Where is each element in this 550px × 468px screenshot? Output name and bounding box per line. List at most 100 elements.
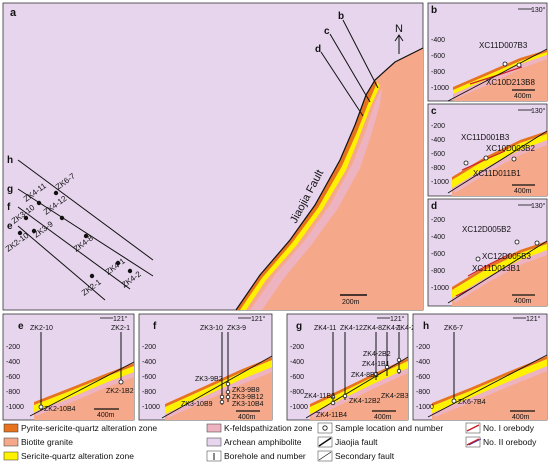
section-g-azimuth: 121° — [390, 315, 405, 323]
borehole-dot — [23, 215, 29, 221]
depth-tick: -600 — [290, 374, 304, 381]
legend-label: Jiaojia fault — [335, 437, 378, 447]
legend-label: Secondary fault — [335, 451, 395, 461]
section-label-b: b — [338, 11, 344, 22]
scale-label: 200m — [342, 299, 360, 306]
borehole-label: ZK4-12 — [340, 325, 363, 332]
section-c-azimuth: 130° — [531, 107, 546, 115]
depth-tick: -400 — [431, 137, 445, 144]
borehole-dot — [83, 233, 89, 239]
borehole-label: ZK4-8 — [363, 325, 382, 332]
secondary-fault-icon — [318, 451, 332, 461]
legend-label: K-feldspathization zone — [224, 423, 313, 433]
depth-tick: -400 — [431, 234, 445, 241]
section-h-azimuth: 121° — [526, 315, 541, 323]
section-e-kfeld — [34, 372, 134, 416]
section-b-azimuth: 130° — [531, 6, 546, 14]
depth-tick: -600 — [431, 53, 445, 60]
sample-label: ZK4-2B2 — [363, 351, 391, 358]
section-d-label: d — [431, 201, 437, 212]
section-e-label: e — [18, 321, 24, 332]
depth-tick: -200 — [6, 344, 20, 351]
borehole-label: ZK4-11 — [314, 325, 337, 332]
legend: Pyrite-sericite-quartz alteration zone K… — [3, 422, 537, 462]
sample-label: ZK3-9B12 — [232, 394, 264, 401]
section-c-sericite — [452, 134, 547, 188]
borehole-label: ZK6-7 — [444, 325, 463, 332]
sample-marker — [483, 155, 489, 161]
borehole-dot — [89, 273, 95, 279]
borehole-label: ZK4-2 — [396, 325, 415, 332]
section-g-label: g — [296, 321, 302, 332]
sample-marker — [225, 381, 231, 387]
section-b-fault — [447, 48, 548, 102]
borehole-dot — [36, 200, 42, 206]
section-d-azimuth: 130° — [531, 202, 546, 210]
sample-label: XC11D013B1 — [472, 264, 521, 273]
depth-tick: -400 — [6, 359, 20, 366]
sample-marker — [384, 364, 390, 370]
section-c-granite — [452, 140, 547, 196]
sample-marker — [219, 394, 225, 400]
depth-tick: -1000 — [290, 404, 308, 411]
section-label-c: c — [324, 26, 330, 37]
section-b-scale: 400m — [514, 93, 532, 100]
sample-label: ZK4-2B3 — [381, 393, 409, 400]
legend-label: Biotite granite — [21, 437, 73, 447]
borehole-dot — [17, 230, 23, 236]
sample-marker — [330, 394, 336, 400]
section-d-orebody-1 — [467, 253, 511, 277]
section-e: e 121° ZK2-10 ZK2-1 -200 -400 -600 -800 … — [2, 313, 135, 421]
sample-marker — [463, 160, 469, 166]
sample-label: ZK4-12B2 — [349, 398, 381, 405]
section-h: h 121° ZK6-7 -200 -400 -600 -800 -1000 Z… — [412, 313, 548, 421]
section-line-c — [329, 33, 371, 103]
section-h-scale: 400m — [512, 414, 530, 421]
section-c-kfeld — [452, 140, 547, 193]
sample-marker — [342, 393, 348, 399]
section-d-granite — [452, 250, 547, 306]
section-f-label: f — [153, 321, 157, 332]
section-line-h — [17, 159, 154, 261]
sample-marker — [396, 357, 402, 363]
borehole-dot — [53, 190, 59, 196]
section-c-fault — [447, 130, 548, 194]
section-d-kfeld — [452, 250, 547, 303]
borehole-label: ZK3-10 — [200, 325, 223, 332]
depth-tick: -400 — [290, 359, 304, 366]
depth-tick: -600 — [416, 374, 430, 381]
borehole-dot — [59, 215, 65, 221]
orebody-line-icon — [468, 438, 482, 446]
depth-tick: -600 — [142, 374, 156, 381]
section-b-sericite — [453, 52, 547, 94]
depth-tick: -800 — [6, 389, 20, 396]
section-c-scale: 400m — [514, 188, 532, 195]
sample-marker — [38, 404, 44, 410]
section-f: f 121° ZK3-10 ZK3-9 -200 -400 -600 -800 … — [138, 313, 273, 421]
section-g-kfeld — [310, 368, 408, 418]
north-arrow: N — [394, 23, 404, 54]
main-scale-bar: 200m — [340, 294, 367, 306]
sample-label: ZK3-10B9 — [181, 401, 213, 408]
legend-swatch-sericite — [3, 451, 19, 461]
legend-label: Borehole and number — [224, 451, 306, 461]
sample-marker — [225, 389, 231, 395]
sample-label: XC10D003B2 — [486, 144, 535, 153]
borehole-label: ZK3-9 — [227, 325, 246, 332]
section-f-azimuth: 121° — [251, 315, 266, 323]
sample-label: XC11D001B3 — [461, 133, 510, 142]
sample-label: ZK4-1B1 — [362, 361, 390, 368]
borehole-label: ZK4-1 — [382, 325, 401, 332]
sample-marker — [475, 256, 481, 262]
section-e-azimuth: 121° — [113, 315, 128, 323]
depth-tick: -400 — [416, 359, 430, 366]
section-e-scale: 400m — [97, 412, 115, 419]
section-d-pyrite — [452, 241, 547, 290]
section-f-fault — [161, 355, 273, 419]
sample-marker — [451, 398, 457, 404]
section-h-fault — [427, 354, 548, 418]
panel-label-a: a — [10, 7, 17, 19]
legend-label: No. II orebody — [483, 437, 537, 447]
depth-tick: -1000 — [142, 404, 160, 411]
